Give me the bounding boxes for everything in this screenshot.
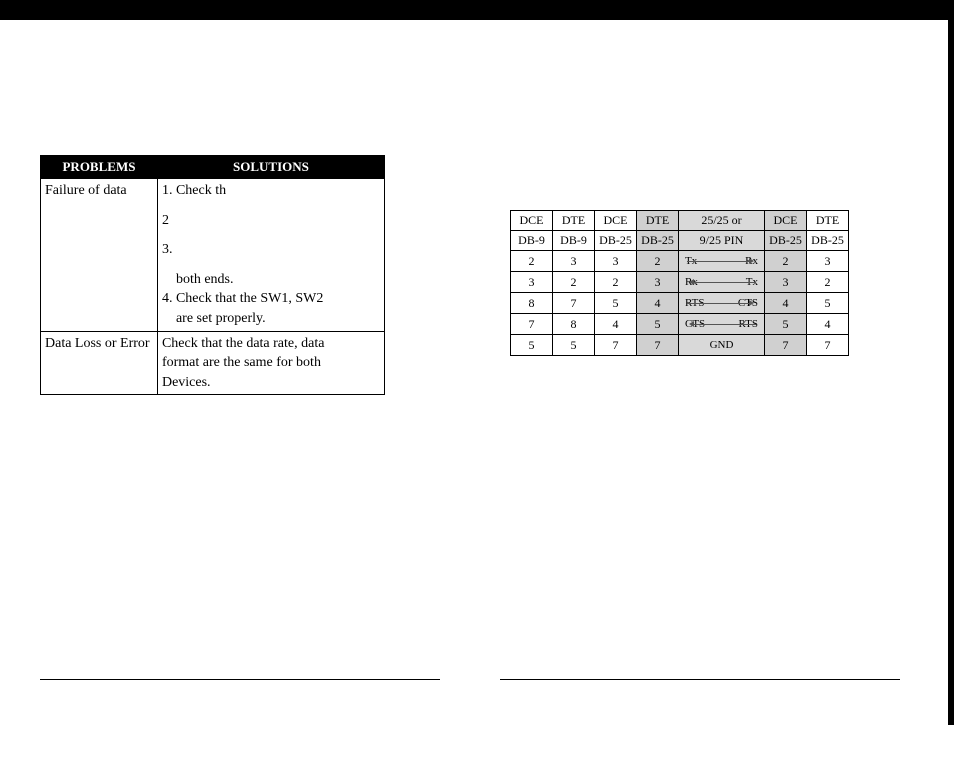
pin-cell: 5 xyxy=(511,335,553,356)
signal-left: Rx xyxy=(685,274,698,290)
signal-cell: Tx Rx xyxy=(679,251,765,272)
pin-cell: 2 xyxy=(765,251,807,272)
solution-line: 2 xyxy=(162,211,380,231)
pin-data-row: 8 7 5 4 RTS CTS 4 5 xyxy=(511,293,849,314)
pin-cell: 3 xyxy=(765,272,807,293)
pin-cell: 7 xyxy=(553,293,595,314)
pin-cell: 5 xyxy=(765,314,807,335)
pin-cell: 7 xyxy=(637,335,679,356)
solution-line: 1. Check th xyxy=(162,181,380,201)
pin-data-row: 5 5 7 7 GND 7 7 xyxy=(511,335,849,356)
pin-cell: 7 xyxy=(595,335,637,356)
pin-cell: 3 xyxy=(807,251,849,272)
pin-cell: 5 xyxy=(595,293,637,314)
pin-cell: 8 xyxy=(511,293,553,314)
pin-header: DB-9 xyxy=(553,231,595,251)
pin-header: DCE xyxy=(765,211,807,231)
pin-header: DB-25 xyxy=(595,231,637,251)
signal-cell: GND xyxy=(679,335,765,356)
problem-cell: Data Loss or Error xyxy=(41,331,158,395)
pin-data-row: 3 2 2 3 Rx Tx 3 2 xyxy=(511,272,849,293)
page-content: PROBLEMS SOLUTIONS Failure of data 1. Ch… xyxy=(0,20,954,740)
signal-cell: RTS CTS xyxy=(679,293,765,314)
table-row: Data Loss or Error Check that the data r… xyxy=(41,331,385,395)
pin-header: DB-9 xyxy=(511,231,553,251)
pin-data-row: 7 8 4 5 CTS RTS 5 4 xyxy=(511,314,849,335)
pin-cell: 5 xyxy=(637,314,679,335)
pin-cell: 4 xyxy=(807,314,849,335)
pin-header: DTE xyxy=(637,211,679,231)
pin-cell: 7 xyxy=(765,335,807,356)
header-solutions: SOLUTIONS xyxy=(157,156,384,179)
problem-cell: Failure of data xyxy=(41,179,158,332)
pin-header: DCE xyxy=(511,211,553,231)
pin-data-row: 2 3 3 2 Tx Rx 2 3 xyxy=(511,251,849,272)
signal-right: GND xyxy=(710,337,734,353)
top-black-bar xyxy=(0,0,954,20)
solution-cell: 1. Check th 2 3. both ends. 4. Check tha… xyxy=(157,179,384,332)
pinout-table-region: DCE DTE DCE DTE 25/25 or DCE DTE DB-9 DB… xyxy=(510,210,910,356)
footer-rule-right xyxy=(500,679,900,680)
signal-left: Tx xyxy=(685,253,697,269)
pin-cell: 4 xyxy=(637,293,679,314)
pin-cell: 4 xyxy=(765,293,807,314)
pin-header: DTE xyxy=(553,211,595,231)
pin-cell: 3 xyxy=(553,251,595,272)
pin-cell: 2 xyxy=(637,251,679,272)
pin-cell: 5 xyxy=(807,293,849,314)
solution-cell: Check that the data rate, data format ar… xyxy=(157,331,384,395)
solution-line: 4. Check that the SW1, SW2 xyxy=(162,289,380,309)
solution-line: are set properly. xyxy=(162,309,380,329)
pin-cell: 7 xyxy=(511,314,553,335)
problems-solutions-table: PROBLEMS SOLUTIONS Failure of data 1. Ch… xyxy=(40,155,385,395)
pin-header: DCE xyxy=(595,211,637,231)
pin-cell: 3 xyxy=(637,272,679,293)
table-header-row: PROBLEMS SOLUTIONS xyxy=(41,156,385,179)
pin-header-row-2: DB-9 DB-9 DB-25 DB-25 9/25 PIN DB-25 DB-… xyxy=(511,231,849,251)
solution-line: Check that the data rate, data xyxy=(162,334,380,354)
pin-cell: 8 xyxy=(553,314,595,335)
signal-left: RTS xyxy=(685,295,705,311)
pinout-table: DCE DTE DCE DTE 25/25 or DCE DTE DB-9 DB… xyxy=(510,210,849,356)
pin-cell: 3 xyxy=(511,272,553,293)
pin-cell: 4 xyxy=(595,314,637,335)
footer-rule-left xyxy=(40,679,440,680)
signal-right: CTS xyxy=(738,295,758,311)
pin-header-row-1: DCE DTE DCE DTE 25/25 or DCE DTE xyxy=(511,211,849,231)
signal-right: Tx xyxy=(746,274,758,290)
pin-header: 9/25 PIN xyxy=(679,231,765,251)
header-problems: PROBLEMS xyxy=(41,156,158,179)
pin-cell: 2 xyxy=(553,272,595,293)
pin-cell: 2 xyxy=(807,272,849,293)
signal-cell: Rx Tx xyxy=(679,272,765,293)
solution-line: both ends. xyxy=(162,270,380,290)
problems-table-region: PROBLEMS SOLUTIONS Failure of data 1. Ch… xyxy=(40,155,385,395)
pin-header: DTE xyxy=(807,211,849,231)
solution-line: format are the same for both xyxy=(162,353,380,373)
pin-cell: 2 xyxy=(595,272,637,293)
pin-header: DB-25 xyxy=(765,231,807,251)
pin-cell: 5 xyxy=(553,335,595,356)
signal-right: Rx xyxy=(745,253,758,269)
signal-left: CTS xyxy=(685,316,705,332)
pin-header: DB-25 xyxy=(807,231,849,251)
solution-line: 3. xyxy=(162,240,380,260)
solution-line: Devices. xyxy=(162,373,380,393)
pin-cell: 3 xyxy=(595,251,637,272)
signal-cell: CTS RTS xyxy=(679,314,765,335)
pin-cell: 7 xyxy=(807,335,849,356)
signal-right: RTS xyxy=(738,316,758,332)
pin-cell: 2 xyxy=(511,251,553,272)
table-row: Failure of data 1. Check th 2 3. both en… xyxy=(41,179,385,332)
pin-header: 25/25 or xyxy=(679,211,765,231)
pin-header: DB-25 xyxy=(637,231,679,251)
